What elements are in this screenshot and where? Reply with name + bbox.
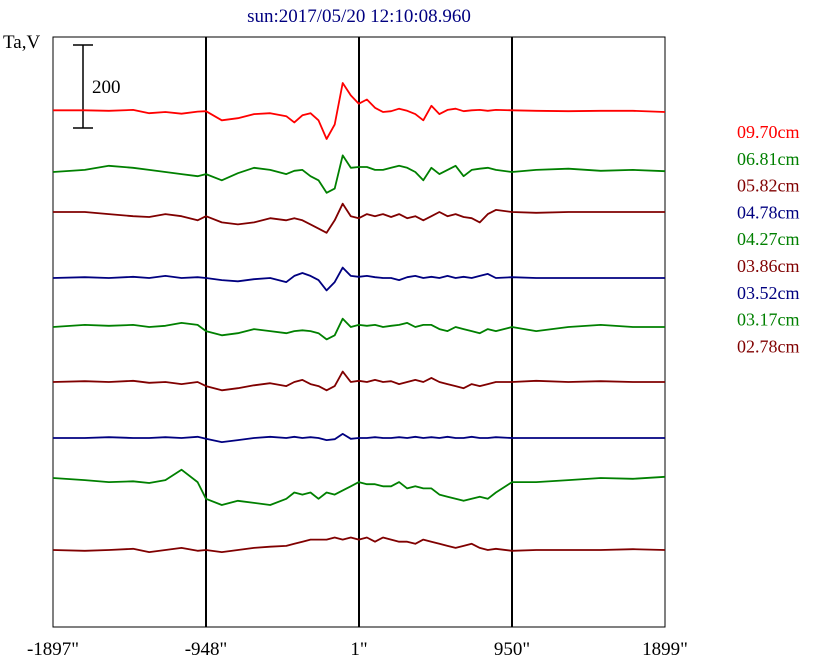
reference-lines bbox=[205, 37, 513, 627]
legend-entry-02.78cm: 02.78cm bbox=[737, 336, 800, 356]
x-tick-label-3: 950" bbox=[494, 639, 530, 660]
series-line-04.27cm bbox=[52, 317, 665, 341]
series-line-03.86cm bbox=[52, 370, 665, 392]
series-line-02.78cm bbox=[52, 536, 666, 553]
x-tick-labels: -1897" -948" 1" 950" 1899" bbox=[27, 639, 688, 660]
legend-entry-04.27cm: 04.27cm bbox=[737, 229, 800, 249]
x-tick-label-2: 1" bbox=[350, 639, 367, 660]
legend-entry-03.17cm: 03.17cm bbox=[737, 310, 800, 330]
scale-bar: 200 bbox=[73, 44, 121, 129]
legend-entry-05.82cm: 05.82cm bbox=[737, 176, 800, 196]
x-tick-label-1: -948" bbox=[185, 639, 228, 660]
series-line-09.70cm bbox=[53, 82, 666, 140]
x-tick-label-4: 1899" bbox=[642, 639, 688, 660]
legend-entry-03.86cm: 03.86cm bbox=[737, 256, 800, 276]
series-line-03.52cm bbox=[53, 432, 665, 444]
series-lines bbox=[52, 82, 666, 553]
legend-entry-04.78cm: 04.78cm bbox=[737, 202, 800, 222]
scale-bar-label: 200 bbox=[92, 77, 121, 98]
series-line-05.82cm bbox=[53, 202, 665, 234]
legend-entry-06.81cm: 06.81cm bbox=[737, 149, 800, 169]
legend: 09.70cm 06.81cm 05.82cm 04.78cm 04.27cm 03.86… bbox=[737, 122, 800, 356]
legend-entry-09.70cm: 09.70cm bbox=[737, 122, 800, 142]
x-tick-label-0: -1897" bbox=[27, 639, 79, 660]
series-line-04.78cm bbox=[52, 266, 665, 292]
series-line-06.81cm bbox=[52, 154, 666, 194]
chart-title: sun:2017/05/20 12:10:08.960 bbox=[247, 6, 471, 27]
series-line-03.17cm bbox=[52, 468, 666, 506]
legend-entry-03.52cm: 03.52cm bbox=[737, 283, 800, 303]
y-axis-label: Ta,V bbox=[3, 32, 40, 53]
